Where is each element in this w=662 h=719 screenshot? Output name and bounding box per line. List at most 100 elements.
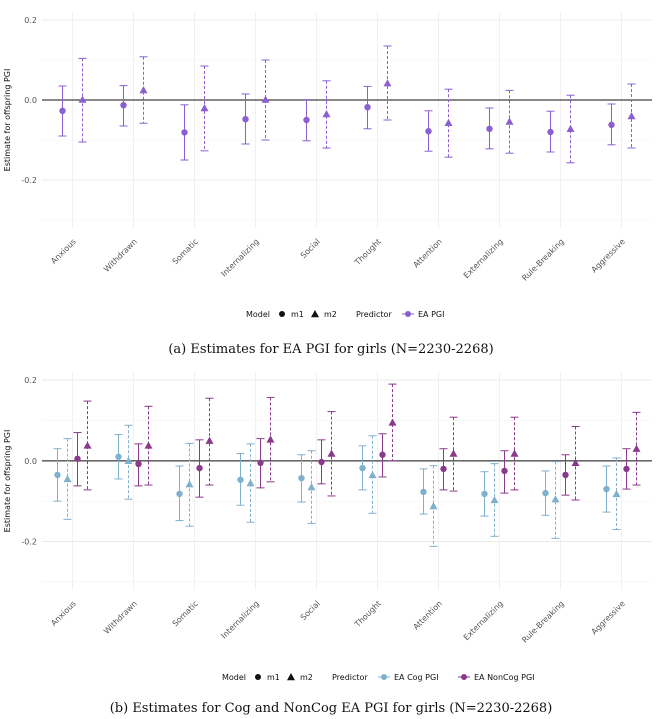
legend: Model m1 m2 Predictor EA Cog PGI EA NonCog PG… bbox=[222, 673, 535, 682]
estimate-mark bbox=[490, 463, 499, 537]
point-m1 bbox=[623, 465, 630, 473]
legend-predictor-label: EA PGI bbox=[418, 310, 444, 319]
point-m2 bbox=[571, 458, 580, 467]
point-m1 bbox=[379, 451, 386, 458]
point-m1 bbox=[242, 116, 249, 123]
estimate-mark bbox=[236, 453, 245, 506]
legend-m1-label: m1 bbox=[291, 310, 304, 319]
category-label: Social bbox=[299, 599, 322, 622]
category-label: Withdrawn bbox=[102, 599, 139, 636]
point-m1 bbox=[135, 460, 142, 468]
y-tick-label: 0.0 bbox=[24, 96, 37, 105]
legend-model-title: Model bbox=[222, 673, 246, 682]
point-m2 bbox=[327, 449, 336, 457]
category-label: Somatic bbox=[171, 237, 200, 266]
estimate-mark bbox=[246, 443, 255, 523]
legend-m2-label: m2 bbox=[324, 310, 337, 319]
category-label: Thought bbox=[352, 237, 383, 268]
estimate-mark bbox=[358, 445, 367, 491]
estimate-mark bbox=[302, 99, 311, 142]
legend: Model m1 m2 Predictor EA PGI bbox=[246, 310, 444, 319]
point-m1 bbox=[59, 107, 66, 115]
estimate-mark bbox=[185, 442, 194, 527]
y-tick-label: 0.2 bbox=[24, 16, 37, 25]
estimate-mark bbox=[602, 465, 611, 513]
point-m2 bbox=[368, 470, 377, 479]
legend-predictor-title: Predictor bbox=[356, 310, 392, 319]
category-label: Externalizing bbox=[462, 237, 505, 280]
legend-model-title: Model bbox=[246, 310, 270, 319]
point-m2 bbox=[63, 474, 72, 483]
estimate-mark bbox=[327, 411, 336, 497]
estimate-mark bbox=[53, 448, 62, 502]
estimate-mark bbox=[566, 94, 575, 164]
estimate-mark bbox=[429, 465, 438, 547]
point-m2 bbox=[449, 449, 458, 457]
point-m1 bbox=[608, 121, 615, 128]
point-m2 bbox=[185, 480, 194, 488]
category-label: Rule-Breaking bbox=[520, 237, 566, 283]
estimate-mark bbox=[546, 110, 555, 153]
category-label: Somatic bbox=[171, 599, 200, 628]
estimate-mark bbox=[256, 438, 265, 489]
estimate-mark bbox=[419, 468, 428, 515]
point-m2 bbox=[505, 117, 514, 125]
point-m2 bbox=[322, 110, 331, 118]
estimate-mark bbox=[510, 416, 519, 491]
estimate-mark bbox=[480, 471, 489, 517]
point-m1 bbox=[425, 128, 432, 135]
y-tick-label: -0.2 bbox=[21, 176, 37, 185]
category-label: Anxious bbox=[49, 599, 78, 628]
point-m2 bbox=[266, 435, 275, 443]
estimate-mark bbox=[449, 416, 458, 492]
estimate-mark bbox=[424, 110, 433, 152]
category-label: Internalizing bbox=[219, 599, 260, 640]
estimate-mark bbox=[144, 405, 153, 486]
estimate-mark bbox=[195, 439, 204, 498]
point-m2 bbox=[551, 495, 560, 503]
point-m2 bbox=[444, 118, 453, 126]
panel-b: -0.2 0.0 0.2 Estimate for offspring PGI Anxi… bbox=[3, 372, 652, 682]
estimate-mark bbox=[541, 470, 550, 516]
point-m1 bbox=[486, 125, 493, 132]
estimate-mark bbox=[139, 56, 148, 124]
point-m1 bbox=[440, 465, 447, 473]
legend-m2-symbol bbox=[311, 310, 319, 318]
y-tick-label: 0.2 bbox=[24, 376, 37, 385]
point-m2 bbox=[627, 112, 636, 120]
point-m1 bbox=[176, 490, 183, 498]
estimate-mark bbox=[571, 426, 580, 501]
estimate-mark bbox=[200, 65, 209, 152]
legend-m1-label: m1 bbox=[267, 673, 280, 682]
point-m1 bbox=[115, 453, 122, 460]
category-label: Rule-Breaking bbox=[520, 599, 566, 645]
point-m2 bbox=[612, 489, 621, 498]
y-tick-label: 0.0 bbox=[24, 457, 37, 466]
legend-m2-label: m2 bbox=[300, 673, 313, 682]
legend-predictor-title: Predictor bbox=[332, 673, 368, 682]
point-m1 bbox=[54, 471, 61, 479]
point-m2 bbox=[124, 456, 133, 465]
estimate-mark bbox=[175, 465, 184, 522]
estimate-mark bbox=[378, 433, 387, 478]
estimate-mark bbox=[383, 45, 392, 121]
legend-predictor-symbol bbox=[461, 674, 467, 680]
estimate-mark bbox=[78, 57, 87, 143]
estimate-mark bbox=[622, 448, 631, 490]
category-label: Aggressive bbox=[590, 599, 627, 636]
point-m1 bbox=[364, 104, 371, 111]
estimate-mark bbox=[297, 454, 306, 503]
estimate-mark bbox=[180, 104, 189, 161]
point-m1 bbox=[298, 474, 305, 482]
point-m1 bbox=[481, 490, 488, 498]
point-m2 bbox=[246, 479, 255, 487]
legend-m1-symbol bbox=[255, 674, 261, 680]
point-m2 bbox=[383, 79, 392, 87]
category-label: Attention bbox=[411, 237, 443, 269]
point-m2 bbox=[510, 449, 519, 457]
estimate-mark bbox=[134, 443, 143, 487]
estimate-mark bbox=[307, 450, 316, 524]
y-tick-label: -0.2 bbox=[21, 538, 37, 547]
point-m1 bbox=[181, 129, 188, 136]
category-label: Withdrawn bbox=[102, 237, 139, 274]
